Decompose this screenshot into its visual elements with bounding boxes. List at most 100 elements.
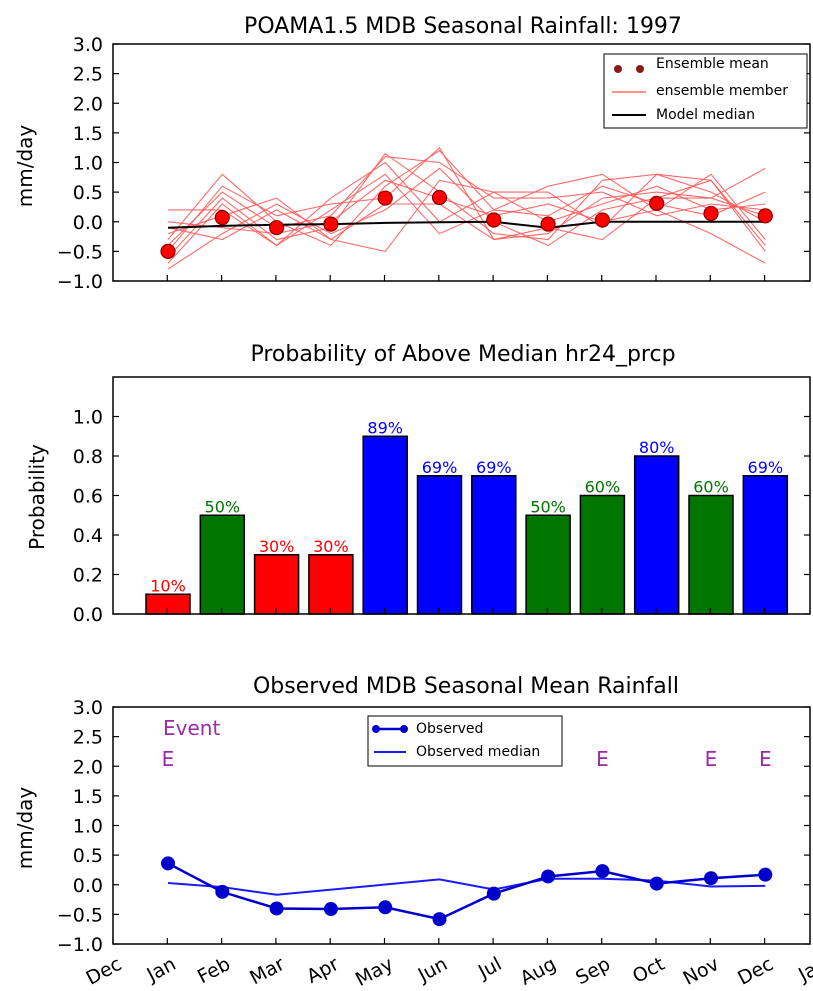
probability-bar bbox=[362, 435, 408, 615]
bar-value-label: 30% bbox=[259, 537, 295, 556]
ensemble-mean-point bbox=[160, 243, 176, 259]
x-tick-label: Sep bbox=[572, 953, 614, 989]
ensemble-mean-point bbox=[757, 208, 773, 224]
event-label: Event bbox=[163, 716, 220, 740]
event-marker: E bbox=[759, 747, 772, 771]
observed-point bbox=[378, 900, 393, 915]
bar-value-label: 69% bbox=[476, 458, 512, 477]
ensemble-mean-point bbox=[540, 216, 556, 232]
ensemble-mean-point bbox=[594, 212, 611, 228]
legend-label-model-median: Model median bbox=[656, 107, 755, 123]
ensemble-mean-point bbox=[214, 210, 230, 226]
y-tick-label: 1.0 bbox=[73, 816, 103, 838]
y-tick-label: 2.0 bbox=[73, 756, 103, 778]
panel-3-y-axis-label: mm/day bbox=[13, 787, 37, 870]
probability-bar bbox=[633, 455, 680, 615]
y-tick-label: 0.5 bbox=[73, 182, 103, 204]
y-tick-label: 0.8 bbox=[73, 446, 103, 468]
bar-value-label: 80% bbox=[639, 438, 675, 457]
probability-bar bbox=[688, 494, 734, 615]
ensemble-mean-point bbox=[703, 205, 719, 222]
panel-2-y-axis-label: Probability bbox=[25, 444, 49, 550]
probability-bar bbox=[145, 593, 191, 615]
y-tick-label: 3.0 bbox=[73, 697, 103, 719]
y-tick-label: 2.5 bbox=[73, 727, 103, 749]
y-tick-label: 0.5 bbox=[73, 845, 103, 867]
bar-value-label: 50% bbox=[530, 497, 566, 516]
y-tick-label: −1.0 bbox=[57, 271, 103, 293]
panel-3-legend: Observed Observed median bbox=[367, 715, 563, 767]
probability-bar bbox=[416, 475, 463, 615]
ensemble-mean-point bbox=[649, 195, 665, 211]
observed-point bbox=[704, 871, 718, 886]
y-tick-label: 0.0 bbox=[73, 604, 103, 626]
ensemble-member-line bbox=[167, 173, 766, 253]
x-tick-label: Mar bbox=[246, 953, 288, 989]
probability-bar bbox=[525, 514, 571, 615]
panel-3-legend-box bbox=[367, 715, 563, 767]
x-tick-label: Jul bbox=[474, 953, 505, 984]
observed-line bbox=[167, 862, 766, 921]
x-tick-label: May bbox=[352, 953, 397, 991]
probability-bar bbox=[742, 475, 789, 615]
probability-bar bbox=[579, 494, 626, 615]
observed-point bbox=[432, 912, 447, 927]
y-tick-label: 0.0 bbox=[73, 212, 103, 234]
bar-value-label: 69% bbox=[748, 458, 784, 477]
model-median-line bbox=[167, 220, 766, 229]
observed-point bbox=[323, 902, 338, 917]
x-tick-label: Apr bbox=[303, 953, 343, 988]
x-tick-label: Nov bbox=[680, 953, 723, 990]
panel-3-title: Observed MDB Seasonal Mean Rainfall bbox=[253, 674, 679, 699]
observed-point bbox=[215, 884, 230, 899]
probability-bar bbox=[308, 554, 354, 615]
y-tick-label: 0.2 bbox=[73, 565, 103, 587]
bar-value-label: 69% bbox=[422, 458, 458, 477]
legend-label-observed: Observed bbox=[416, 721, 483, 737]
ensemble-mean-point bbox=[323, 216, 339, 232]
panel-3-frame bbox=[112, 706, 811, 945]
event-marker: E bbox=[705, 747, 718, 771]
y-tick-label: 2.0 bbox=[73, 93, 103, 115]
x-tick-label: Oct bbox=[629, 953, 668, 988]
y-tick-label: 1.5 bbox=[73, 786, 103, 808]
panel-1-frame bbox=[112, 43, 811, 282]
event-marker: E bbox=[162, 747, 175, 771]
probability-bar bbox=[199, 514, 246, 615]
panel-ensemble-rainfall: POAMA1.5 MDB Seasonal Rainfall: 1997 mm/… bbox=[13, 14, 811, 293]
legend-label-ensemble-member: ensemble member bbox=[656, 83, 788, 99]
x-tick-label: Dec bbox=[734, 953, 777, 990]
bar-value-label: 30% bbox=[313, 537, 349, 556]
probability-bar bbox=[471, 475, 517, 615]
y-tick-label: 1.0 bbox=[73, 153, 103, 175]
bar-value-label: 60% bbox=[693, 478, 729, 497]
ensemble-mean-point bbox=[431, 189, 448, 206]
legend-marker-ensemble-mean bbox=[636, 65, 644, 73]
observed-point bbox=[161, 856, 175, 871]
panel-2-frame bbox=[112, 376, 811, 615]
observed-point bbox=[541, 869, 556, 884]
x-tick-label: Aug bbox=[517, 953, 560, 990]
ensemble-mean-point bbox=[269, 220, 285, 236]
bar-value-label: 60% bbox=[585, 478, 621, 497]
ensemble-mean-point bbox=[486, 212, 502, 228]
legend-marker-observed bbox=[400, 725, 408, 733]
legend-label-ensemble-mean: Ensemble mean bbox=[656, 56, 769, 72]
y-tick-label: 1.5 bbox=[73, 123, 103, 145]
bar-value-label: 89% bbox=[367, 418, 403, 437]
observed-point bbox=[758, 867, 773, 882]
x-tick-label: Jun bbox=[414, 953, 451, 987]
x-tick-label: Feb bbox=[194, 953, 234, 988]
y-tick-label: 2.5 bbox=[73, 64, 103, 86]
bar-value-label: 50% bbox=[205, 497, 241, 516]
legend-marker-ensemble-mean bbox=[614, 65, 622, 73]
panel-probability: Probability of Above Median hr24_prcp Pr… bbox=[25, 342, 811, 626]
probability-bar bbox=[253, 554, 300, 615]
legend-marker-observed bbox=[372, 725, 380, 733]
panel-1-legend: Ensemble mean ensemble member Model medi… bbox=[603, 53, 808, 129]
panel-2-title: Probability of Above Median hr24_prcp bbox=[250, 342, 675, 367]
ensemble-mean-point bbox=[377, 190, 393, 206]
y-tick-label: −0.5 bbox=[57, 904, 103, 926]
observed-point bbox=[486, 886, 501, 901]
x-tick-label: Dec bbox=[83, 953, 126, 990]
